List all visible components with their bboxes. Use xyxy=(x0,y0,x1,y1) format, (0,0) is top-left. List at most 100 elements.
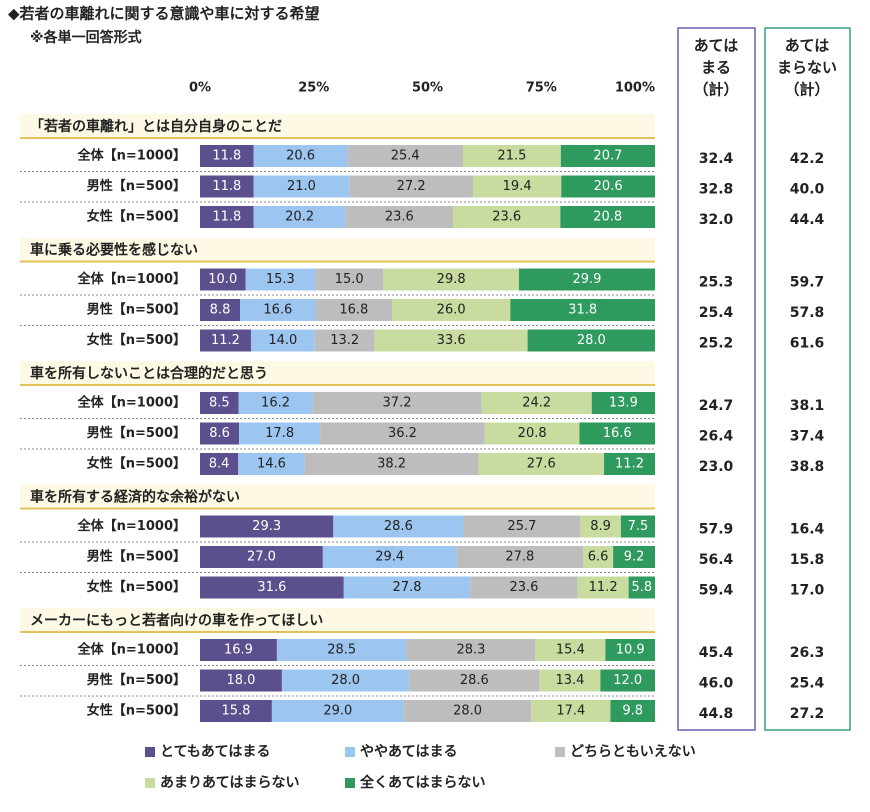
table-value: 42.2 xyxy=(790,151,825,167)
bar-segment xyxy=(200,639,277,661)
bar-segment xyxy=(320,422,485,445)
bar-segment xyxy=(281,669,410,692)
category-label: 全体【n=1000】 xyxy=(77,395,186,411)
value-label: 20.8 xyxy=(593,210,622,225)
chart-title: ◆若者の車離れに関する意識や車に対する希望 xyxy=(8,5,320,23)
value-label: 10.0 xyxy=(208,272,237,287)
value-label: 13.2 xyxy=(330,333,359,348)
value-label: 14.0 xyxy=(268,333,297,348)
value-label: 8.4 xyxy=(209,457,230,472)
bar-segment xyxy=(613,546,655,568)
value-label: 16.6 xyxy=(263,303,292,318)
value-label: 28.6 xyxy=(384,519,413,534)
bar-segment xyxy=(527,329,655,352)
value-label: 28.5 xyxy=(327,643,356,658)
value-label: 8.5 xyxy=(209,396,230,411)
legend-swatch xyxy=(345,747,355,757)
table-value: 32.8 xyxy=(699,182,734,198)
value-label: 15.0 xyxy=(335,272,364,287)
value-label: 17.4 xyxy=(556,704,585,719)
table-value: 59.7 xyxy=(790,275,825,291)
table-header: まらない xyxy=(777,59,837,77)
bar-segment xyxy=(478,453,605,475)
bar-segment xyxy=(200,546,323,568)
bar-segment xyxy=(481,392,592,414)
bar-segment xyxy=(591,392,655,414)
table-value: 32.4 xyxy=(699,151,734,167)
value-label: 17.8 xyxy=(265,426,294,441)
value-label: 20.8 xyxy=(518,426,547,441)
table-header: まる xyxy=(701,59,731,77)
bar-segment xyxy=(518,268,655,291)
category-label: 男性【n=500】 xyxy=(87,672,186,688)
bar-segment xyxy=(238,453,305,475)
value-label: 21.5 xyxy=(497,149,526,164)
value-label: 23.6 xyxy=(492,210,521,225)
value-label: 8.8 xyxy=(210,303,231,318)
category-label: 全体【n=1000】 xyxy=(77,642,186,658)
category-label: 全体【n=1000】 xyxy=(77,518,186,534)
table-value: 25.2 xyxy=(699,336,734,352)
value-label: 29.4 xyxy=(375,550,404,565)
value-label: 8.9 xyxy=(590,519,611,534)
table-value: 46.0 xyxy=(699,676,734,692)
value-label: 26.0 xyxy=(437,303,466,318)
value-label: 12.0 xyxy=(613,673,642,688)
value-label: 28.0 xyxy=(331,673,360,688)
legend-swatch xyxy=(555,747,565,757)
group-band xyxy=(20,484,655,509)
bar-segment xyxy=(605,639,655,661)
bar-segment xyxy=(314,329,375,352)
value-label: 20.6 xyxy=(286,149,315,164)
value-label: 31.8 xyxy=(568,303,597,318)
x-tick-label: 75% xyxy=(526,81,557,96)
bar-segment xyxy=(484,422,580,445)
table-header: （計） xyxy=(784,81,829,99)
x-tick-label: 50% xyxy=(412,81,443,96)
value-label: 11.2 xyxy=(589,580,618,595)
value-label: 23.6 xyxy=(385,210,414,225)
category-label: 女性【n=500】 xyxy=(87,332,186,348)
legend-swatch xyxy=(345,778,355,788)
bar-segment xyxy=(250,329,315,352)
value-label: 28.6 xyxy=(460,673,489,688)
group-title: 車を所有しないことは合理的だと思う xyxy=(30,365,268,382)
bar-segment xyxy=(333,515,464,538)
table-value: 32.0 xyxy=(699,212,734,228)
value-label: 20.2 xyxy=(285,210,314,225)
bar-segment xyxy=(406,639,536,661)
bar-segment xyxy=(253,175,350,198)
legend-label: どちらともいえない xyxy=(570,744,696,760)
value-label: 29.8 xyxy=(437,272,466,287)
group-title: 「若者の車離れ」とは自分自身のことだ xyxy=(30,118,282,135)
value-label: 36.2 xyxy=(388,426,417,441)
bar-segment xyxy=(577,576,629,599)
value-label: 27.8 xyxy=(393,580,422,595)
bar-segment xyxy=(200,329,251,352)
x-tick-label: 100% xyxy=(615,81,655,96)
bar-segment xyxy=(240,299,316,321)
value-label: 29.9 xyxy=(573,272,602,287)
legend-label: あまりあてはまらない xyxy=(160,775,299,791)
value-label: 28.3 xyxy=(456,643,485,658)
table-value: 15.8 xyxy=(790,552,825,568)
group-band xyxy=(20,114,655,138)
table-value: 37.4 xyxy=(790,429,825,445)
bar-segment xyxy=(239,422,321,445)
value-label: 16.9 xyxy=(224,643,253,658)
value-label: 10.9 xyxy=(616,643,645,658)
bar-segment xyxy=(383,268,519,291)
category-label: 女性【n=500】 xyxy=(87,703,186,719)
legend-swatch xyxy=(145,778,155,788)
table-value: 59.4 xyxy=(699,583,734,599)
bar-segment xyxy=(531,700,611,722)
value-label: 33.6 xyxy=(437,333,466,348)
value-label: 21.0 xyxy=(287,179,316,194)
bar-segment xyxy=(343,576,471,599)
bar-segment xyxy=(456,546,584,568)
bar-segment xyxy=(349,175,473,198)
bar-segment xyxy=(409,669,540,692)
value-label: 19.4 xyxy=(503,179,532,194)
value-label: 29.3 xyxy=(252,519,281,534)
bar-segment xyxy=(312,392,482,414)
